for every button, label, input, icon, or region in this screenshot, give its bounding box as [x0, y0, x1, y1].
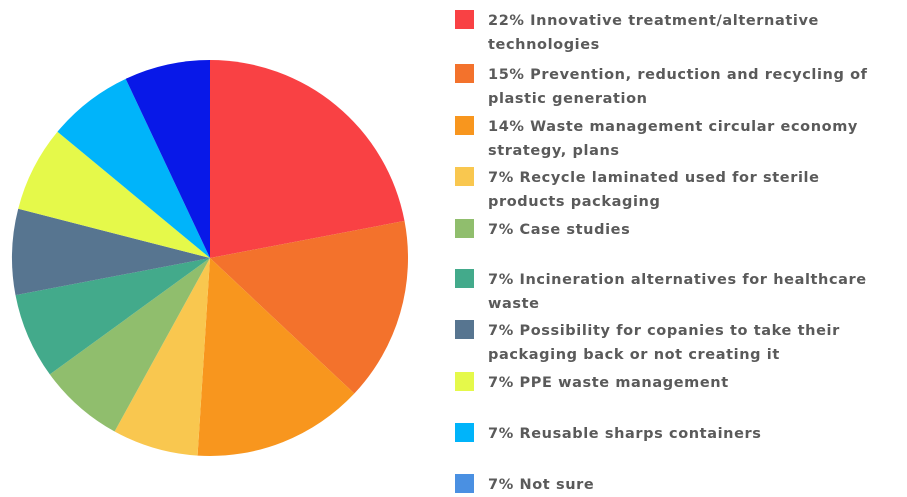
legend-entry: 7% Case studies: [455, 218, 905, 242]
legend-name: Waste management circular economy strate…: [488, 119, 858, 159]
pie-slice: [125, 60, 210, 258]
legend-percent: 22%: [488, 13, 525, 29]
legend-swatch: [455, 116, 474, 135]
legend-percent: 7%: [488, 477, 514, 493]
pie-slice: [197, 258, 355, 456]
legend-label: 7% Incineration alternatives for healthc…: [488, 268, 893, 316]
legend-percent: 7%: [488, 426, 514, 442]
legend-swatch: [455, 372, 474, 391]
legend-name: Case studies: [519, 222, 631, 238]
pie-slice: [49, 258, 210, 432]
legend-label: 7% Recycle laminated used for sterile pr…: [488, 166, 893, 214]
legend-percent: 7%: [488, 170, 514, 186]
legend-swatch: [455, 10, 474, 29]
legend-entry: 7% Recycle laminated used for sterile pr…: [455, 166, 905, 214]
legend-swatch: [455, 423, 474, 442]
legend-swatch: [455, 320, 474, 339]
legend-swatch: [455, 64, 474, 83]
pie-slice: [114, 258, 210, 456]
pie-chart: [11, 60, 408, 456]
legend-entry: 7% Possibility for copanies to take thei…: [455, 319, 905, 367]
legend-percent: 7%: [488, 375, 514, 391]
legend-percent: 7%: [488, 323, 514, 339]
legend-label: 7% PPE waste management: [488, 371, 893, 395]
pie-slice: [11, 208, 211, 296]
legend-name: Innovative treatment/alternative technol…: [488, 13, 819, 53]
legend-name: PPE waste management: [519, 375, 729, 391]
legend-name: Incineration alternatives for healthcare…: [488, 272, 867, 312]
legend-label: 14% Waste management circular economy st…: [488, 115, 893, 163]
legend-name: Recycle laminated used for sterile produ…: [488, 170, 820, 210]
legend-label: 15% Prevention, reduction and recycling …: [488, 63, 893, 111]
legend-label: 22% Innovative treatment/alternative tec…: [488, 9, 893, 57]
legend-name: Not sure: [519, 477, 595, 493]
legend-swatch: [455, 474, 474, 493]
pie-slice: [210, 60, 405, 258]
legend-entry: 14% Waste management circular economy st…: [455, 115, 905, 163]
legend-swatch: [455, 269, 474, 288]
legend-percent: 7%: [488, 272, 514, 288]
legend-percent: 14%: [488, 119, 525, 135]
legend-name: Reusable sharps containers: [519, 426, 762, 442]
legend-label: 7% Reusable sharps containers: [488, 422, 893, 446]
pie-slice: [18, 131, 210, 258]
legend-percent: 15%: [488, 67, 525, 83]
pie-slice: [15, 258, 210, 375]
legend-swatch: [455, 219, 474, 238]
legend-label: 7% Case studies: [488, 218, 893, 242]
legend-entry: 7% PPE waste management: [455, 371, 905, 395]
legend-percent: 7%: [488, 222, 514, 238]
legend-entry: 7% Incineration alternatives for healthc…: [455, 268, 905, 316]
pie-slice: [57, 78, 210, 259]
legend-entry: 22% Innovative treatment/alternative tec…: [455, 9, 905, 57]
legend-name: Possibility for copanies to take their p…: [488, 323, 840, 363]
legend-entry: 7% Not sure: [455, 473, 905, 497]
legend-entry: 15% Prevention, reduction and recycling …: [455, 63, 905, 111]
legend-label: 7% Possibility for copanies to take thei…: [488, 319, 893, 367]
legend-label: 7% Not sure: [488, 473, 893, 497]
pie-slice: [210, 220, 408, 394]
legend-swatch: [455, 167, 474, 186]
legend-name: Prevention, reduction and recycling of p…: [488, 67, 868, 107]
legend-entry: 7% Reusable sharps containers: [455, 422, 905, 446]
